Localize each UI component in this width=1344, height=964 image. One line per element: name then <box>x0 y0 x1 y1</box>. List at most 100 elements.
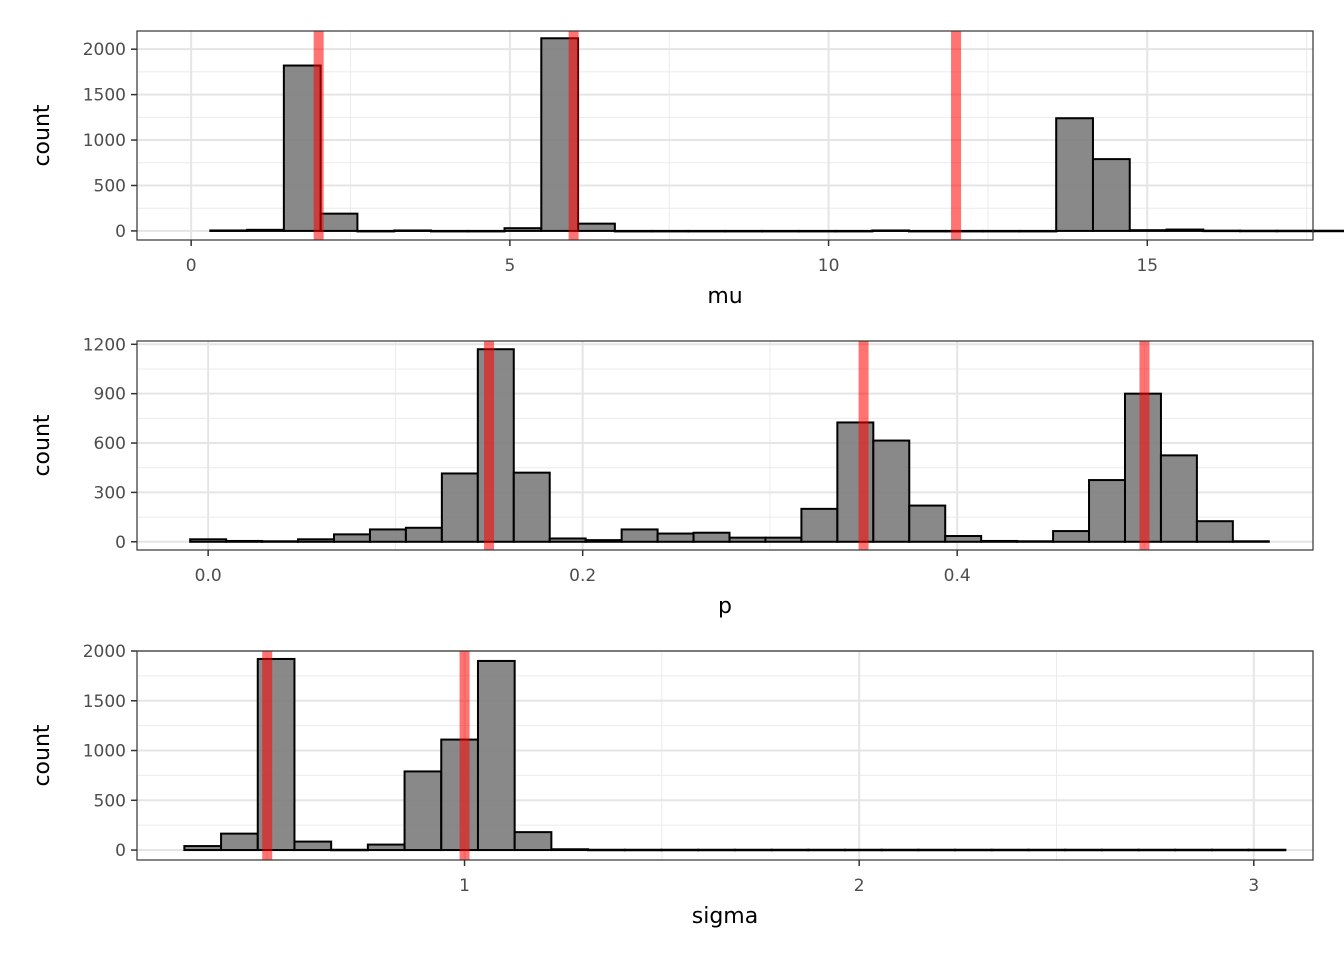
histogram-bar <box>366 843 406 852</box>
histogram-bar <box>1231 540 1270 543</box>
histogram-bar <box>1027 848 1067 852</box>
histogram-bar <box>503 227 543 232</box>
histogram-bar <box>293 840 333 852</box>
histogram-bar <box>1275 229 1315 233</box>
histogram-bar <box>843 848 883 852</box>
histogram-bar <box>209 229 249 232</box>
histogram-bar <box>908 229 947 233</box>
histogram-bar <box>1137 848 1177 852</box>
x-tick-label: 2 <box>854 876 865 896</box>
histogram-bar <box>548 537 587 543</box>
panel-border <box>136 650 1314 861</box>
histogram-bar <box>1016 540 1055 543</box>
histogram-bar <box>550 848 590 852</box>
histogram-bar <box>908 504 947 543</box>
histogram-bar <box>697 848 736 852</box>
histogram-bar <box>660 848 700 852</box>
histogram-bar <box>220 832 259 852</box>
histogram-bar <box>1195 520 1234 543</box>
histogram-bar <box>800 507 839 543</box>
panel-border <box>136 340 1314 551</box>
y-tick-label: 1500 <box>83 692 126 712</box>
histogram-bar <box>981 229 1021 233</box>
histogram-bar <box>760 229 800 233</box>
histogram-bar <box>770 848 810 852</box>
histogram-bar <box>871 229 911 232</box>
histogram-bar <box>512 471 551 543</box>
y-tick-label: 500 <box>94 176 126 196</box>
histogram-bar <box>764 536 803 543</box>
x-tick-label: 15 <box>1136 256 1158 276</box>
y-tick-label: 1000 <box>83 742 126 762</box>
histogram-bar <box>1100 848 1140 852</box>
histogram-bar <box>687 229 727 233</box>
histogram-bar <box>297 538 335 543</box>
histogram-bar <box>1202 229 1242 233</box>
panel-background <box>137 651 1313 860</box>
histogram-bar <box>944 535 983 543</box>
histogram-bar <box>807 848 846 852</box>
histogram-bar <box>587 848 626 852</box>
histogram-bar <box>834 229 874 233</box>
histogram-bar <box>404 526 443 543</box>
x-tick-label: 0.2 <box>569 566 596 586</box>
histogram-bar <box>692 531 731 543</box>
histogram-bar <box>1128 229 1168 232</box>
histogram-bar <box>393 229 432 232</box>
x-axis-title: mu <box>707 284 742 309</box>
histogram-bar <box>577 222 616 232</box>
x-tick-label: 10 <box>818 256 840 276</box>
histogram-bar <box>797 229 837 233</box>
y-tick-label: 0 <box>115 533 126 553</box>
histogram-bar <box>1055 117 1094 232</box>
y-tick-label: 0 <box>115 222 126 242</box>
histogram-bar <box>1210 848 1250 852</box>
histogram-bar <box>990 848 1030 852</box>
histogram-bar <box>1091 158 1131 232</box>
x-tick-label: 5 <box>504 256 515 276</box>
y-tick-label: 1000 <box>83 131 126 151</box>
histogram-bar <box>724 229 763 233</box>
histogram-bar <box>225 539 264 543</box>
histogram-panel-sigma: 1 2 3 0 500 1000 1500 2000 sigma count <box>30 642 1314 929</box>
histogram-bar <box>650 229 690 233</box>
x-tick-label: 0 <box>186 256 197 276</box>
y-axis-title: count <box>30 724 55 786</box>
y-tick-label: 900 <box>94 385 126 405</box>
y-tick-label: 2000 <box>83 642 126 662</box>
histogram-bar <box>332 533 371 543</box>
x-tick-label: 3 <box>1248 876 1259 896</box>
y-tick-label: 500 <box>94 791 126 811</box>
histogram-bar <box>1312 229 1344 233</box>
histogram-bar <box>1239 229 1278 233</box>
histogram-bar <box>872 439 911 543</box>
histogram-bar <box>440 472 479 543</box>
histogram-bar <box>728 536 767 543</box>
histogram-bar <box>1247 848 1287 852</box>
x-tick-label: 1 <box>459 876 470 896</box>
histogram-bar <box>1174 848 1213 852</box>
histogram-bar <box>880 848 920 852</box>
histogram-bar <box>403 770 443 852</box>
x-axis-title: sigma <box>692 904 758 929</box>
histogram-bar <box>476 659 516 852</box>
histogram-bar <box>368 528 407 543</box>
y-axis-title: count <box>30 104 55 166</box>
x-tick-label: 0.0 <box>195 566 222 586</box>
histogram-bar <box>356 229 396 233</box>
histogram-bar <box>584 539 623 543</box>
histogram-panel-mu: 0 5 10 15 0 500 1000 1500 2000 mu count <box>30 30 1344 309</box>
histogram-bar <box>183 845 223 852</box>
histogram-bar <box>429 229 469 233</box>
histogram-bar <box>1165 228 1205 232</box>
y-tick-label: 0 <box>115 841 126 861</box>
histogram-bar <box>319 212 359 232</box>
y-tick-label: 300 <box>94 483 126 503</box>
y-tick-label: 1200 <box>83 335 126 355</box>
histogram-bar <box>1088 479 1126 543</box>
histogram-bar <box>261 540 300 543</box>
histogram-bar <box>1159 454 1198 543</box>
y-axis-title: count <box>30 414 55 476</box>
y-tick-label: 2000 <box>83 40 126 60</box>
